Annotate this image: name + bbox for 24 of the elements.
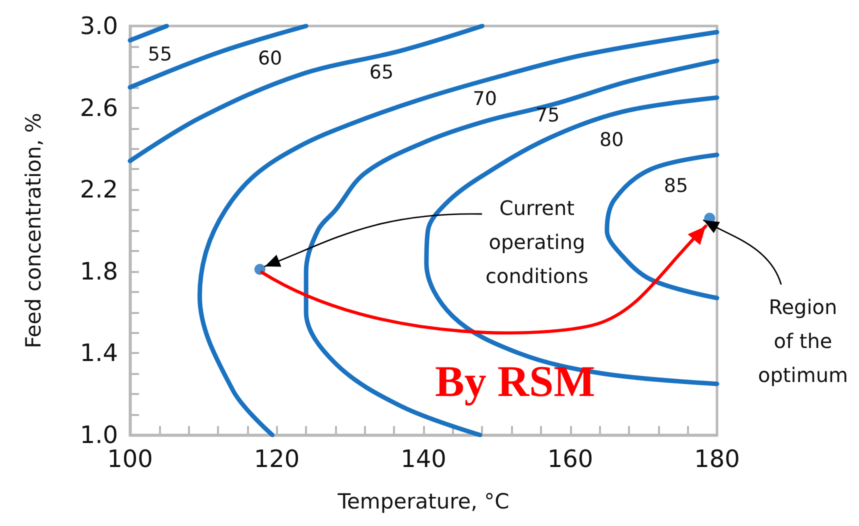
series-label: 55: [148, 43, 172, 66]
annotation: Current operating conditions: [486, 195, 588, 290]
y-tick-label: 2.2: [80, 176, 118, 204]
y-tick-label: 1.4: [80, 339, 118, 368]
x-tick-label: 120: [254, 445, 300, 473]
y-tick-label: 2.6: [80, 94, 118, 122]
x-tick-label: 160: [547, 445, 594, 473]
x-tick-label: 140: [400, 445, 446, 473]
x-tick-label: 180: [694, 445, 740, 473]
series-label: 75: [535, 104, 560, 127]
line-series: [604, 152, 720, 300]
y-tick-label: 3.0: [80, 12, 118, 40]
series-label: 80: [600, 128, 624, 151]
annotation: By RSM: [435, 357, 596, 407]
series-label: 65: [369, 62, 394, 84]
y-tick-label: 1.8: [80, 257, 118, 286]
line-series: [304, 58, 720, 438]
line-series: [197, 30, 720, 438]
series-label: 85: [664, 175, 688, 198]
y-axis-title: Feed concentration, %: [22, 112, 46, 348]
series-label: 60: [258, 48, 282, 70]
x-axis-title: Temperature, °C: [336, 490, 510, 514]
series-label: 70: [472, 88, 497, 110]
annotation: Region of the optimum: [758, 294, 848, 389]
